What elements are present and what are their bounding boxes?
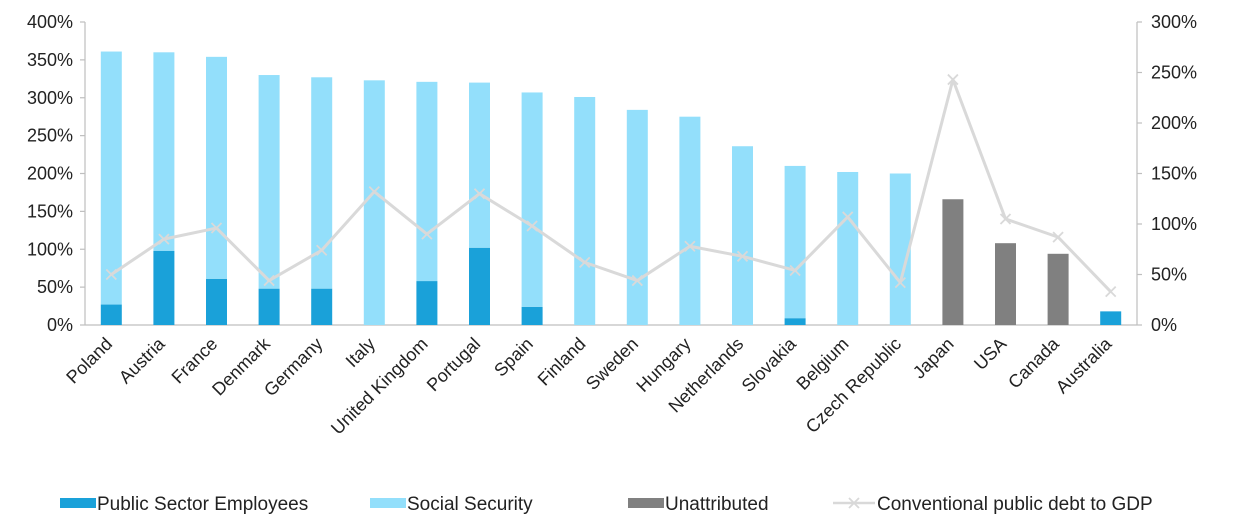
category-label-finland: Finland	[534, 334, 590, 390]
line-marker-hungary	[684, 240, 696, 252]
line-marker-australia	[1105, 286, 1117, 298]
right-tick-label: 100%	[1151, 214, 1197, 234]
right-tick-label: 50%	[1151, 265, 1187, 285]
bar-public-sector-employees-denmark	[258, 288, 280, 325]
bar-public-sector-employees-slovakia	[784, 318, 806, 325]
category-label-slovakia: Slovakia	[738, 333, 801, 396]
left-tick-label: 150%	[27, 201, 73, 221]
line-marker-belgium	[842, 211, 854, 223]
left-tick-label: 250%	[27, 126, 73, 146]
category-label-czech-republic: Czech Republic	[802, 334, 905, 437]
line-marker-austria	[158, 233, 170, 245]
line-marker-italy	[368, 186, 380, 198]
left-tick-label: 200%	[27, 164, 73, 184]
category-label-poland: Poland	[62, 334, 116, 388]
right-tick-label: 200%	[1151, 113, 1197, 133]
legend-swatch-social-security	[370, 498, 406, 508]
left-tick-label: 300%	[27, 88, 73, 108]
legend-marker-icon	[848, 497, 860, 509]
axes: 0% 50% 100% 150% 200% 250% 300% 350% 400% 0% 50% 10…	[27, 12, 1197, 335]
bar-social-security-italy	[363, 80, 385, 325]
bar-public-sector-employees-united-kingdom	[416, 281, 438, 325]
line-marker-usa	[999, 213, 1012, 225]
line-conventional-public-debt-to-gdp	[110, 78, 1112, 293]
bar-unattributed-japan	[942, 199, 964, 325]
bar-social-security-france	[206, 56, 227, 279]
bar-public-sector-employees-portugal	[469, 247, 490, 325]
legend-label-conventional-public-debt-to-gdp: Conventional public debt to GDP	[877, 494, 1153, 515]
left-tick-label: 350%	[27, 50, 73, 70]
left-tick-label: 100%	[27, 239, 73, 259]
category-label-sweden: Sweden	[582, 334, 642, 394]
right-tick-label: 250%	[1151, 63, 1197, 83]
line-marker-portugal	[473, 188, 486, 200]
bar-social-security-germany	[311, 77, 333, 289]
bar-unattributed-usa	[995, 243, 1016, 325]
category-label-usa: USA	[970, 334, 1010, 374]
right-tick-label: 150%	[1151, 164, 1197, 184]
bar-social-security-spain	[521, 92, 543, 307]
line-marker-poland	[105, 268, 117, 281]
category-label-japan: Japan	[909, 334, 958, 383]
legend-swatch-public-sector-employees	[60, 498, 96, 508]
line-marker-japan	[947, 73, 959, 86]
right-tick-label: 0%	[1151, 315, 1177, 335]
bar-social-security-hungary	[679, 116, 701, 325]
line-marker-germany	[316, 244, 328, 256]
category-label-italy: Italy	[342, 334, 379, 371]
bar-public-sector-employees-australia	[1100, 311, 1122, 325]
bar-social-security-finland	[574, 96, 596, 326]
line-marker-denmark	[263, 274, 275, 287]
category-label-portugal: Portugal	[423, 334, 485, 396]
right-tick-label: 300%	[1151, 12, 1197, 32]
bar-unattributed-canada	[1047, 253, 1069, 325]
category-label-austria: Austria	[115, 333, 169, 387]
bar-public-sector-employees-poland	[100, 304, 122, 325]
bar-social-security-denmark	[258, 75, 280, 289]
bar-social-security-poland	[100, 51, 122, 305]
bar-public-sector-employees-spain	[521, 306, 543, 325]
debt-line-layer	[105, 73, 1117, 298]
left-tick-label: 0%	[47, 315, 73, 335]
line-marker-united-kingdom	[421, 228, 433, 240]
bar-social-security-portugal	[469, 82, 490, 248]
line-marker-czech-republic	[894, 276, 906, 289]
bar-public-sector-employees-austria	[153, 250, 175, 325]
category-label-spain: Spain	[490, 334, 537, 381]
legend-label-public-sector-employees: Public Sector Employees	[97, 494, 308, 515]
line-marker-netherlands	[736, 250, 749, 262]
legend-swatch-unattributed	[628, 498, 664, 508]
left-tick-label: 50%	[37, 277, 73, 297]
legend: Public Sector Employees Social Security Un…	[60, 494, 1153, 515]
line-marker-slovakia	[789, 264, 801, 277]
line-marker-finland	[579, 256, 591, 269]
line-marker-canada	[1052, 231, 1064, 243]
bar-social-security-austria	[153, 52, 175, 251]
bar-public-sector-employees-france	[206, 278, 227, 325]
line-marker-france	[210, 222, 223, 234]
category-label-united-kingdom: United Kingdom	[327, 334, 432, 439]
bar-public-sector-employees-germany	[311, 288, 333, 325]
left-tick-label: 400%	[27, 12, 73, 32]
line-marker-spain	[526, 220, 538, 232]
bar-social-security-united-kingdom	[416, 81, 438, 282]
line-marker-sweden	[631, 274, 643, 287]
bar-social-security-belgium	[837, 171, 859, 325]
category-label-germany: Germany	[260, 334, 326, 400]
legend-label-social-security: Social Security	[407, 494, 533, 515]
legend-label-unattributed: Unattributed	[665, 494, 769, 515]
bar-social-security-sweden	[626, 109, 648, 326]
bars-layer	[100, 51, 1122, 326]
category-label-australia: Australia	[1052, 333, 1116, 397]
bar-social-security-slovakia	[784, 165, 806, 319]
bar-social-security-netherlands	[732, 146, 753, 325]
